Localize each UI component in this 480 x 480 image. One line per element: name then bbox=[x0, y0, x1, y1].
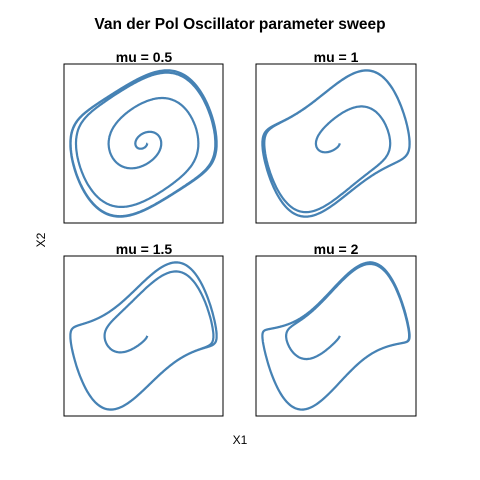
panel-title-4: mu = 2 bbox=[314, 241, 359, 257]
panel-title-1: mu = 0.5 bbox=[116, 49, 173, 65]
panel-3: mu = 1.5 bbox=[63, 241, 224, 417]
panel-title-2: mu = 1 bbox=[314, 49, 359, 65]
panel-frame-3 bbox=[63, 255, 224, 417]
trajectory-line-4 bbox=[261, 261, 411, 411]
x-axis-label: X1 bbox=[233, 433, 248, 447]
trajectory-line-2 bbox=[261, 69, 411, 218]
trajectory-line-1 bbox=[69, 69, 218, 218]
chart-title: Van der Pol Oscillator parameter sweep bbox=[94, 16, 385, 33]
panel-frame-1 bbox=[63, 63, 224, 224]
y-axis-label: X2 bbox=[34, 232, 48, 247]
panel-title-3: mu = 1.5 bbox=[116, 241, 173, 257]
panel-frame-2 bbox=[255, 63, 417, 224]
panel-4: mu = 2 bbox=[255, 241, 417, 417]
panel-frame-4 bbox=[255, 255, 417, 417]
panel-2: mu = 1 bbox=[255, 49, 417, 224]
panel-1: mu = 0.5 bbox=[63, 49, 224, 224]
trajectory-line-3 bbox=[69, 261, 218, 411]
